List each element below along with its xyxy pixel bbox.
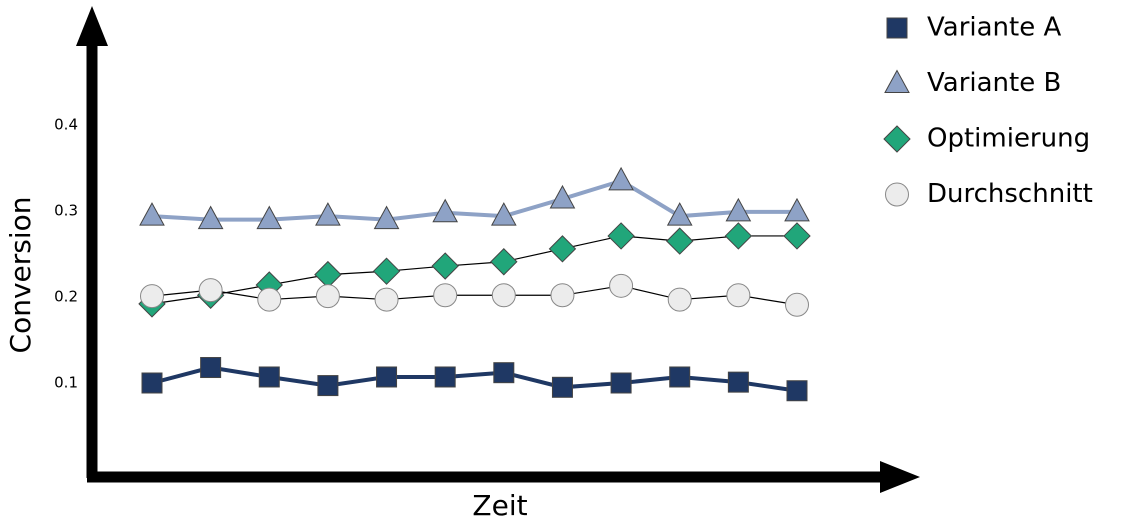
data-point (200, 357, 222, 379)
legend-marker (886, 17, 908, 39)
y-axis-label: Conversion (4, 197, 37, 354)
data-point (550, 283, 575, 308)
data-point (726, 283, 751, 308)
data-point (372, 257, 401, 285)
data-point (725, 197, 752, 222)
data-point (493, 362, 515, 384)
data-point (783, 222, 811, 250)
series-line (151, 365, 798, 393)
data-point (431, 252, 459, 280)
data-point (317, 375, 339, 397)
data-point (374, 287, 399, 312)
data-point (785, 292, 809, 317)
data-point (257, 287, 282, 312)
data-point (139, 202, 165, 226)
data-point (256, 205, 283, 230)
series-line (151, 235, 797, 305)
legend-label: Optimierung (927, 124, 1090, 154)
data-point (724, 222, 753, 250)
y-axis-arrow (76, 6, 108, 46)
data-point (140, 284, 164, 309)
data-point (197, 205, 224, 230)
data-point (433, 283, 458, 308)
data-point (258, 366, 280, 388)
data-point (608, 166, 634, 191)
data-point (607, 222, 635, 250)
data-point (548, 235, 577, 263)
data-point (490, 202, 517, 226)
y-tick-label: 0.1 (54, 374, 78, 392)
data-point (432, 198, 459, 223)
data-point (727, 371, 749, 393)
data-point (315, 202, 341, 226)
legend-label: Durchschnitt (927, 179, 1093, 209)
data-point (666, 227, 694, 255)
data-point (373, 205, 400, 230)
axes (76, 6, 920, 493)
data-point (667, 287, 692, 312)
legend-label: Variante A (927, 13, 1061, 43)
data-point (784, 197, 810, 222)
data-point (198, 278, 223, 303)
data-point (314, 260, 342, 289)
y-tick-label: 0.3 (54, 202, 78, 220)
data-point (434, 366, 456, 388)
legend-marker (885, 182, 909, 207)
legend-marker (883, 125, 911, 153)
data-point (491, 283, 516, 308)
data-point (490, 248, 518, 276)
data-point (669, 366, 691, 388)
data-point (786, 380, 808, 402)
y-tick-label: 0.4 (54, 116, 78, 134)
x-axis-label: Zeit (472, 489, 527, 522)
series-line (151, 178, 797, 222)
legend-marker (884, 69, 910, 93)
y-tick-label: 0.2 (54, 288, 78, 306)
legend-label: Variante B (927, 68, 1061, 98)
data-point (549, 184, 576, 209)
data-point (666, 202, 693, 226)
data-point (376, 366, 398, 388)
data-point (610, 372, 632, 394)
data-point (315, 284, 340, 309)
data-point (609, 273, 634, 298)
data-point (551, 376, 573, 398)
x-axis-arrow (880, 461, 920, 493)
data-point (141, 372, 163, 394)
